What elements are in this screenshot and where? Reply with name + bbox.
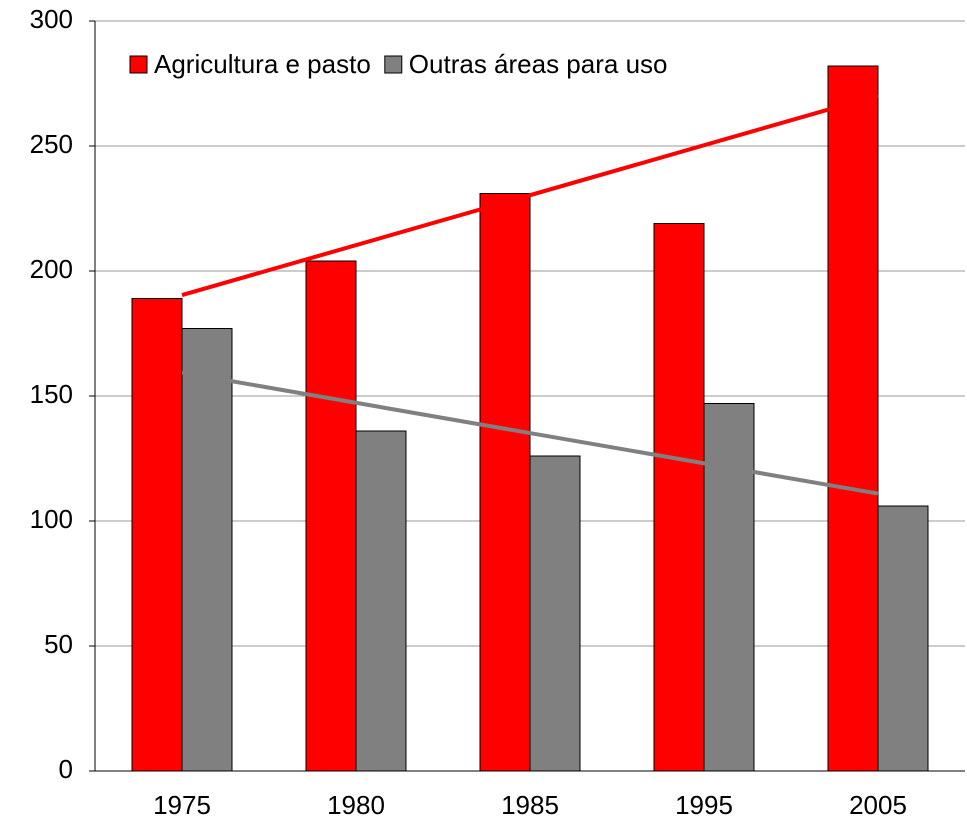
y-tick-label: 250 [30,129,73,159]
x-tick-label: 2005 [849,790,907,820]
y-tick-label: 50 [44,629,73,659]
bar [355,430,407,772]
y-tick-label: 100 [30,504,73,534]
y-tick-label: 300 [30,4,73,34]
bar [653,223,705,772]
bar [305,260,357,772]
bar [703,403,755,772]
y-tick-label: 0 [59,754,73,784]
trend-line [181,93,879,297]
bar [827,65,879,772]
legend-swatch [129,55,148,74]
bar [479,193,531,772]
x-tick-label: 1995 [675,790,733,820]
x-tick-label: 1980 [327,790,385,820]
trend-line [181,370,879,496]
x-tick-label: 1975 [153,790,211,820]
bar [529,455,581,772]
y-tick-label: 200 [30,254,73,284]
legend-swatch [384,55,403,74]
legend-label: Outras áreas para uso [409,49,668,79]
y-tick-label: 150 [30,379,73,409]
bar [877,505,929,772]
x-tick-label: 1985 [501,790,559,820]
legend-label: Agricultura e pasto [154,49,371,79]
bar [131,298,183,772]
bar [181,328,233,772]
